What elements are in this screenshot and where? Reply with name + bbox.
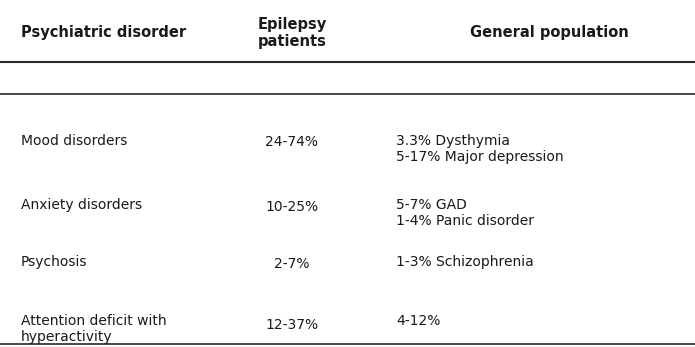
Text: 1-3% Schizophrenia: 1-3% Schizophrenia bbox=[396, 255, 534, 269]
Text: 3.3% Dysthymia
5-17% Major depression: 3.3% Dysthymia 5-17% Major depression bbox=[396, 134, 564, 164]
Text: 12-37%: 12-37% bbox=[265, 318, 318, 331]
Text: 5-7% GAD
1-4% Panic disorder: 5-7% GAD 1-4% Panic disorder bbox=[396, 198, 534, 228]
Text: 2-7%: 2-7% bbox=[274, 257, 310, 271]
Text: General population: General population bbox=[470, 25, 628, 41]
Text: 24-74%: 24-74% bbox=[265, 135, 318, 149]
Text: Epilepsy
patients: Epilepsy patients bbox=[257, 17, 327, 49]
Text: Psychosis: Psychosis bbox=[21, 255, 88, 269]
Text: 4-12%: 4-12% bbox=[396, 314, 441, 328]
Text: Attention deficit with
hyperactivity: Attention deficit with hyperactivity bbox=[21, 314, 167, 344]
Text: Anxiety disorders: Anxiety disorders bbox=[21, 198, 142, 212]
Text: Psychiatric disorder: Psychiatric disorder bbox=[21, 25, 186, 41]
Text: Mood disorders: Mood disorders bbox=[21, 134, 127, 147]
Text: 10-25%: 10-25% bbox=[265, 200, 318, 213]
